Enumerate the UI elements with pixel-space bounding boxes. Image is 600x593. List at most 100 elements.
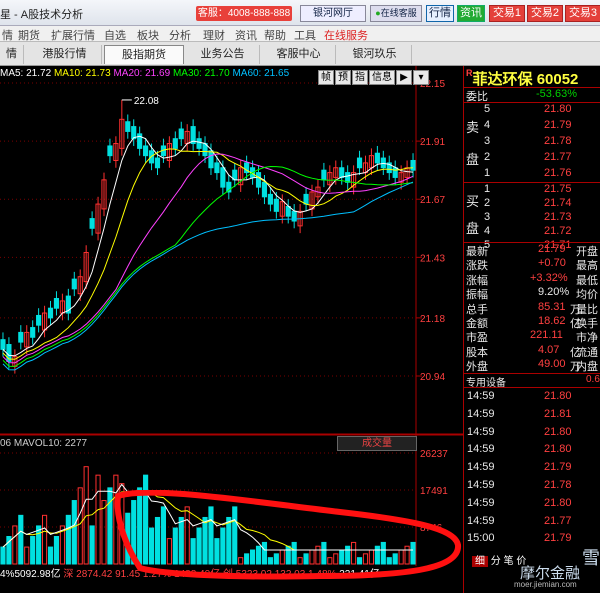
volume-bar [0,546,6,565]
volume-bar [232,506,238,565]
hotline-badge[interactable]: 客服：4008-888-888 [196,6,292,21]
candle [356,157,363,169]
trade-time: 14:59 [467,443,495,456]
volume-bar [101,500,107,565]
candle [154,157,161,169]
frame-button[interactable]: 帧 [318,70,334,85]
candle [261,181,268,198]
kline-chart[interactable]: 22.15 21.91 21.67 21.43 21.18 20.94 26237 17491… [0,66,463,566]
trade-3-button[interactable]: 交易3 [565,5,600,22]
menu-item-analysis[interactable]: 分析 [169,30,191,42]
tab-hk-stocks[interactable]: 港股行情 [28,45,102,64]
online-client-button[interactable]: ●在线客服 [370,5,422,22]
candle [351,172,357,188]
ma20-line [2,153,414,364]
buy-level: 1 [484,183,491,195]
app-title: 星 - A股技术分析 [0,9,84,21]
volume-bar [30,536,36,565]
play-icon[interactable]: ▶ [396,70,412,85]
candle [47,307,54,319]
ma30-line [2,165,414,367]
tab-tick[interactable]: 笔 [503,556,514,567]
info-button[interactable]: 资讯 [457,5,485,22]
menu-item-quote[interactable]: 情 [2,30,13,42]
ma10-label: MA10: 21.73 [53,68,111,79]
volume-bar [53,536,60,565]
stat-value: 18.62 [538,315,566,327]
menu-item-extended[interactable]: 扩展行情 [51,30,95,42]
volume-bar [107,487,113,565]
menu-item-finance[interactable]: 理财 [203,30,225,42]
tab-detail[interactable]: 细 [472,556,488,567]
tab-minute[interactable]: 分 [490,556,501,567]
info-tool-button[interactable]: 信息 [369,70,395,85]
trade-2-button[interactable]: 交易2 [527,5,563,22]
watermark-moer: 摩尔金融 [520,565,581,582]
stat-label-right: 市净 [576,332,598,345]
buy-level: 4 [484,225,491,237]
tab-index-futures[interactable]: 股指期货 [104,45,184,64]
volume-bar [95,474,101,565]
menu-item-futures[interactable]: 期货 [18,30,40,42]
tab-bar: 情 港股行情 股指期货 业务公告 客服中心 银河玖乐 [0,42,600,66]
tab-price[interactable]: 价 [516,556,527,567]
trade-time: 14:59 [467,425,495,438]
trade-price: 21.77 [544,514,572,527]
trade-1-button[interactable]: 交易1 [489,5,525,22]
tab-service-center[interactable]: 客服中心 [262,45,336,64]
trade-price: 21.80 [544,425,572,438]
menu-item-online-service[interactable]: 在线服务 [324,30,368,42]
tab-quote[interactable]: 情 [0,45,24,64]
candle [386,162,392,174]
stat-value: 85.31 [538,300,566,313]
sell-price: 21.80 [544,103,572,115]
stock-flag-icon: R [466,68,473,78]
trade-price: 21.80 [544,390,572,402]
weibi-label: 委比 [466,91,488,103]
price-tick-label: 20.94 [420,372,445,383]
sector-value: 0.6 [586,374,600,385]
preview-button[interactable]: 预 [335,70,351,85]
menu-item-tools[interactable]: 工具 [294,30,316,42]
candle [143,145,149,157]
stat-label: 股本 [466,346,488,359]
tab-announcements[interactable]: 业务公告 [186,45,260,64]
volume-bar [410,541,416,565]
menu-item-watchlist[interactable]: 自选 [104,30,126,42]
candle [255,172,262,188]
menu-item-sector[interactable]: 板块 [137,30,159,42]
sell-level: 2 [484,151,491,163]
stat-label: 总手 [466,303,488,316]
candle [238,167,244,186]
mavol5-line [2,483,413,551]
dropdown-icon[interactable]: ▾ [413,70,429,85]
volume-bar [267,557,273,565]
candle [89,218,95,229]
volume-indicator-select[interactable]: 成交量 [337,436,417,451]
volume-bar [160,506,167,565]
volume-bar [208,506,214,565]
trade-price: 21.78 [544,479,572,491]
buy-price: 21.75 [544,183,572,195]
menu-item-news[interactable]: 资讯 [235,30,257,42]
volume-bar [404,545,410,565]
divider [464,87,600,88]
trade-price: 21.79 [544,461,572,474]
candle [65,295,71,314]
stock-name: 菲达环保 [472,71,533,88]
buy-label-1: 买 [466,194,480,209]
candle [267,193,273,205]
menu-item-help[interactable]: 帮助 [264,30,286,42]
net-hall-button[interactable]: 银河网厅 [300,5,366,22]
candle [83,252,89,283]
tab-yinhe-joy[interactable]: 银河玖乐 [338,45,412,64]
stat-label: 涨幅 [466,274,488,287]
stat-unit: 亿 [570,318,581,330]
indicator-button[interactable]: 指 [352,70,368,85]
stat-value: 4.07 [538,343,560,356]
candle [95,203,101,234]
stat-label: 振幅 [466,289,488,302]
stat-label-right: 内盘 [576,361,598,374]
sell-label-1: 卖 [466,120,480,135]
quote-button[interactable]: 行情 [426,5,454,22]
